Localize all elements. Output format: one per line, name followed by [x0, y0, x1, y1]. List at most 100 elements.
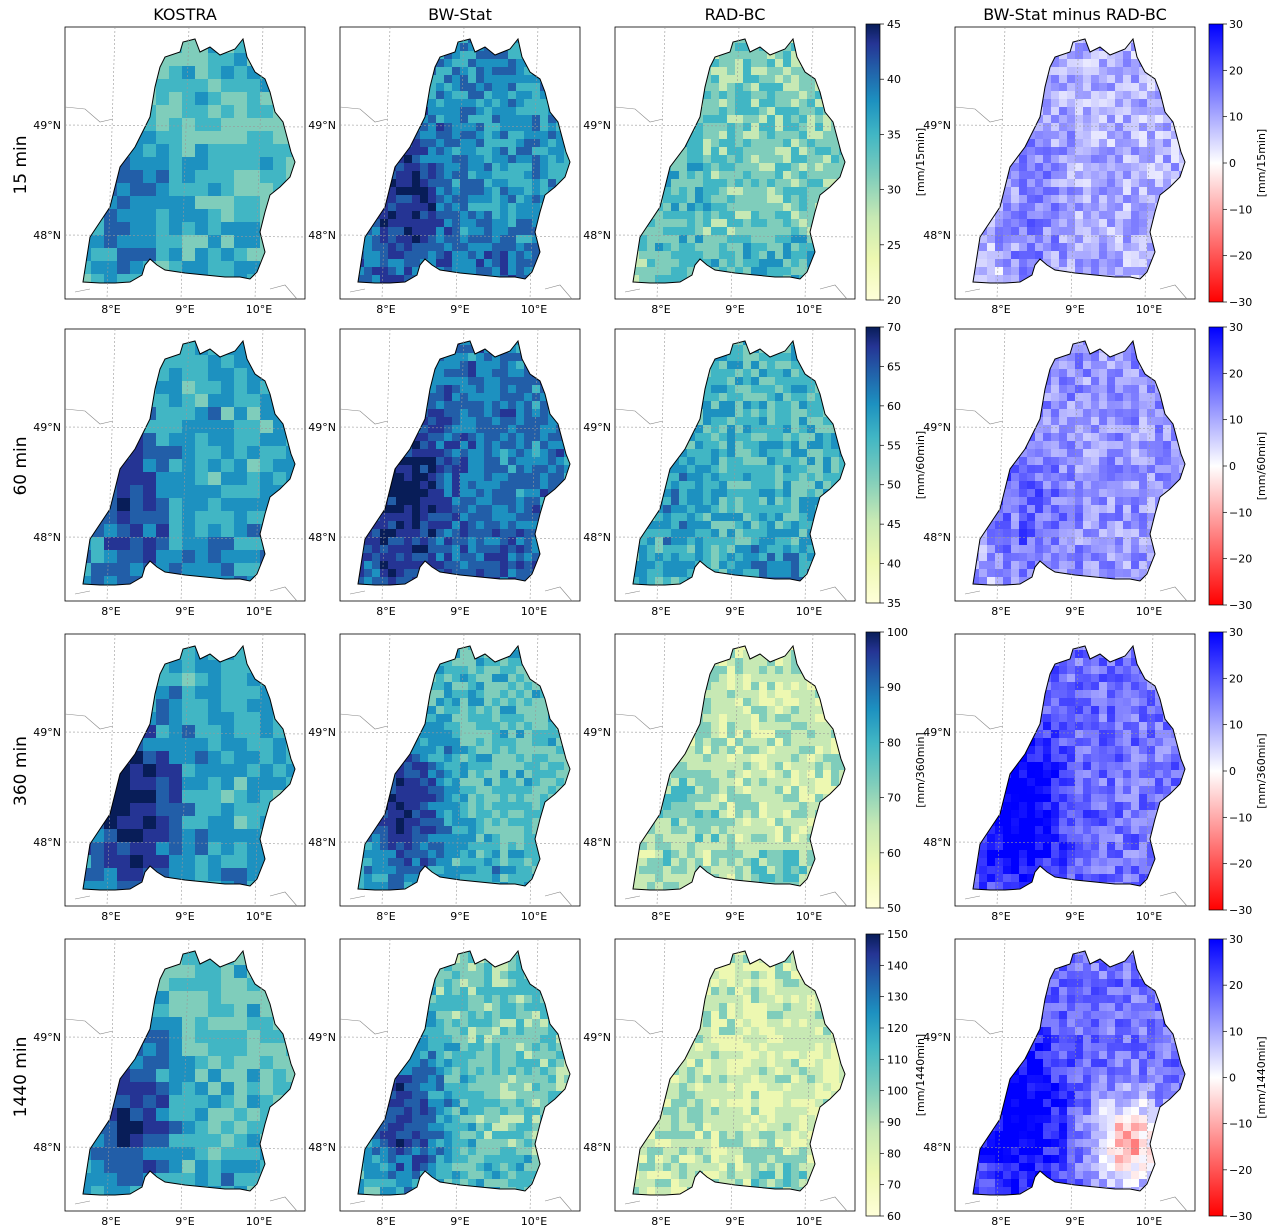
- colorbar-tick-label: 110: [887, 1053, 908, 1066]
- map-panel-diff-row1: 8°E 9°E 10°E 49°N 48°N: [923, 26, 1196, 316]
- meridian-line: [106, 938, 116, 1212]
- parallel-line: [339, 426, 581, 430]
- lat-tick-label: 48°N: [583, 836, 611, 849]
- lon-tick-label: 9°E: [450, 910, 469, 923]
- meridian-line: [529, 633, 539, 907]
- parallel-line: [64, 1146, 306, 1150]
- colorbar-tick-label: 120: [887, 1022, 908, 1035]
- colorbar-row4: 60 70 80 90 100 110 120 130 140 150 [mm/1440min]: [865, 928, 927, 1223]
- map-panel-bwstat-row4: 8°E 9°E 10°E 49°N 48°N: [308, 938, 581, 1227]
- diff-colorbar-scale: [1208, 23, 1224, 303]
- colorbar-tick-label: 150: [887, 928, 908, 941]
- lon-tick-label: 10°E: [796, 1215, 822, 1227]
- diff-colorbar-tick-label: 0: [1229, 765, 1236, 778]
- column-title-diff: BW-Stat minus RAD-BC: [983, 5, 1166, 24]
- parallel-line: [339, 1146, 581, 1150]
- parallel-line: [954, 1036, 1196, 1040]
- lat-tick-label: 49°N: [308, 119, 336, 132]
- country-border: [339, 1018, 573, 1212]
- colorbar-tick-label: 70: [887, 792, 901, 805]
- diff-colorbar-tick-label: −20: [1229, 250, 1252, 263]
- diff-colorbar-tick-label: −10: [1229, 1118, 1252, 1131]
- meridian-line: [656, 938, 666, 1212]
- meridian-line: [529, 328, 539, 602]
- meridian-line: [529, 938, 539, 1212]
- meridian-line: [1144, 938, 1154, 1212]
- colorbar-tick-label: 45: [887, 518, 901, 531]
- diff-colorbar-unit-label: [mm/15min]: [1255, 129, 1268, 197]
- lon-tick-label: 10°E: [796, 303, 822, 316]
- colorbar-tick-label: 30: [887, 184, 901, 197]
- diff-colorbar-tick-label: 20: [1229, 367, 1243, 380]
- diff-colorbar-tick-label: 30: [1229, 933, 1243, 946]
- diff-colorbar-tick-label: −20: [1229, 1164, 1252, 1177]
- diff-colorbar-tick-label: 20: [1229, 64, 1243, 77]
- state-outline: [82, 644, 296, 891]
- parallel-line: [339, 234, 581, 238]
- meridian-line: [656, 633, 666, 907]
- lon-tick-label: 8°E: [651, 605, 670, 618]
- meridian-line: [106, 328, 116, 602]
- lat-tick-label: 48°N: [308, 531, 336, 544]
- row-label-1440min: 1440 min: [11, 1037, 31, 1118]
- state-outline: [972, 644, 1186, 891]
- lat-tick-label: 49°N: [33, 119, 61, 132]
- column-title-bwstat: BW-Stat: [428, 5, 492, 24]
- colorbar-row3: 50 60 70 80 90 100 [mm/360min]: [865, 626, 927, 915]
- diff-colorbar-tick-label: 20: [1229, 979, 1243, 992]
- colorbar-tick-label: 70: [887, 321, 901, 334]
- lon-tick-label: 8°E: [651, 1215, 670, 1227]
- meridian-line: [381, 633, 391, 907]
- lon-tick-label: 8°E: [991, 605, 1010, 618]
- lat-tick-label: 49°N: [583, 1031, 611, 1044]
- lon-tick-label: 8°E: [101, 605, 120, 618]
- diff-colorbar-scale: [1208, 938, 1224, 1217]
- parallel-line: [64, 124, 306, 128]
- lat-tick-label: 48°N: [923, 836, 951, 849]
- parallel-line: [614, 1146, 856, 1150]
- colorbar-tick-label: 35: [887, 597, 901, 610]
- lon-tick-label: 10°E: [521, 910, 547, 923]
- lon-tick-label: 8°E: [376, 910, 395, 923]
- diff-colorbar-tick-label: 10: [1229, 414, 1243, 427]
- colorbar-tick-label: 60: [887, 1210, 901, 1223]
- diff-colorbar-tick-label: −30: [1229, 904, 1252, 917]
- diff-colorbar-tick-label: −30: [1229, 599, 1252, 612]
- diff-colorbar-unit-label: [mm/60min]: [1255, 432, 1268, 500]
- parallel-line: [64, 731, 306, 735]
- lon-tick-label: 8°E: [376, 1215, 395, 1227]
- lat-tick-label: 49°N: [583, 726, 611, 739]
- country-border: [614, 1018, 848, 1212]
- lat-tick-label: 49°N: [923, 421, 951, 434]
- parallel-line: [954, 426, 1196, 430]
- meridian-line: [730, 938, 740, 1212]
- diff-colorbar-tick-label: −30: [1229, 296, 1252, 309]
- colorbar-tick-label: 90: [887, 681, 901, 694]
- country-border: [954, 408, 1188, 602]
- map-panel-radbc-row4: 8°E 9°E 10°E 49°N 48°N: [583, 938, 856, 1227]
- meridian-line: [996, 26, 1006, 300]
- lat-tick-label: 49°N: [33, 421, 61, 434]
- lon-tick-label: 8°E: [376, 303, 395, 316]
- map-panel-kostra-row2: 8°E 9°E 10°E 49°N 48°N: [33, 328, 306, 618]
- meridian-line: [804, 633, 814, 907]
- lon-tick-label: 9°E: [725, 910, 744, 923]
- lon-tick-label: 9°E: [1065, 1215, 1084, 1227]
- colorbars: 202530354045[mm/15min]3020100−10−20−30[m…: [865, 18, 1268, 1223]
- parallel-line: [954, 536, 1196, 540]
- lat-tick-label: 48°N: [583, 531, 611, 544]
- column-title-kostra: KOSTRA: [153, 5, 217, 24]
- diff-colorbar-tick-label: 30: [1229, 18, 1243, 31]
- diff-colorbar-unit-label: [mm/1440min]: [1255, 1036, 1268, 1118]
- colorbar-tick-label: 80: [887, 736, 901, 749]
- map-panels: 8°E 9°E 10°E 49°N 48°N 8°E 9°E 10°E 49°N 48°N 8°E 9…: [33, 26, 1196, 1227]
- map-panel-bwstat-row3: 8°E 9°E 10°E 49°N 48°N: [308, 633, 581, 923]
- row-label-60min: 60 min: [11, 436, 31, 495]
- lon-tick-label: 10°E: [796, 605, 822, 618]
- lat-tick-label: 49°N: [923, 1031, 951, 1044]
- colorbar-tick-label: 70: [887, 1179, 901, 1192]
- lon-tick-label: 9°E: [725, 605, 744, 618]
- state-outline: [972, 339, 1186, 586]
- parallel-line: [64, 426, 306, 430]
